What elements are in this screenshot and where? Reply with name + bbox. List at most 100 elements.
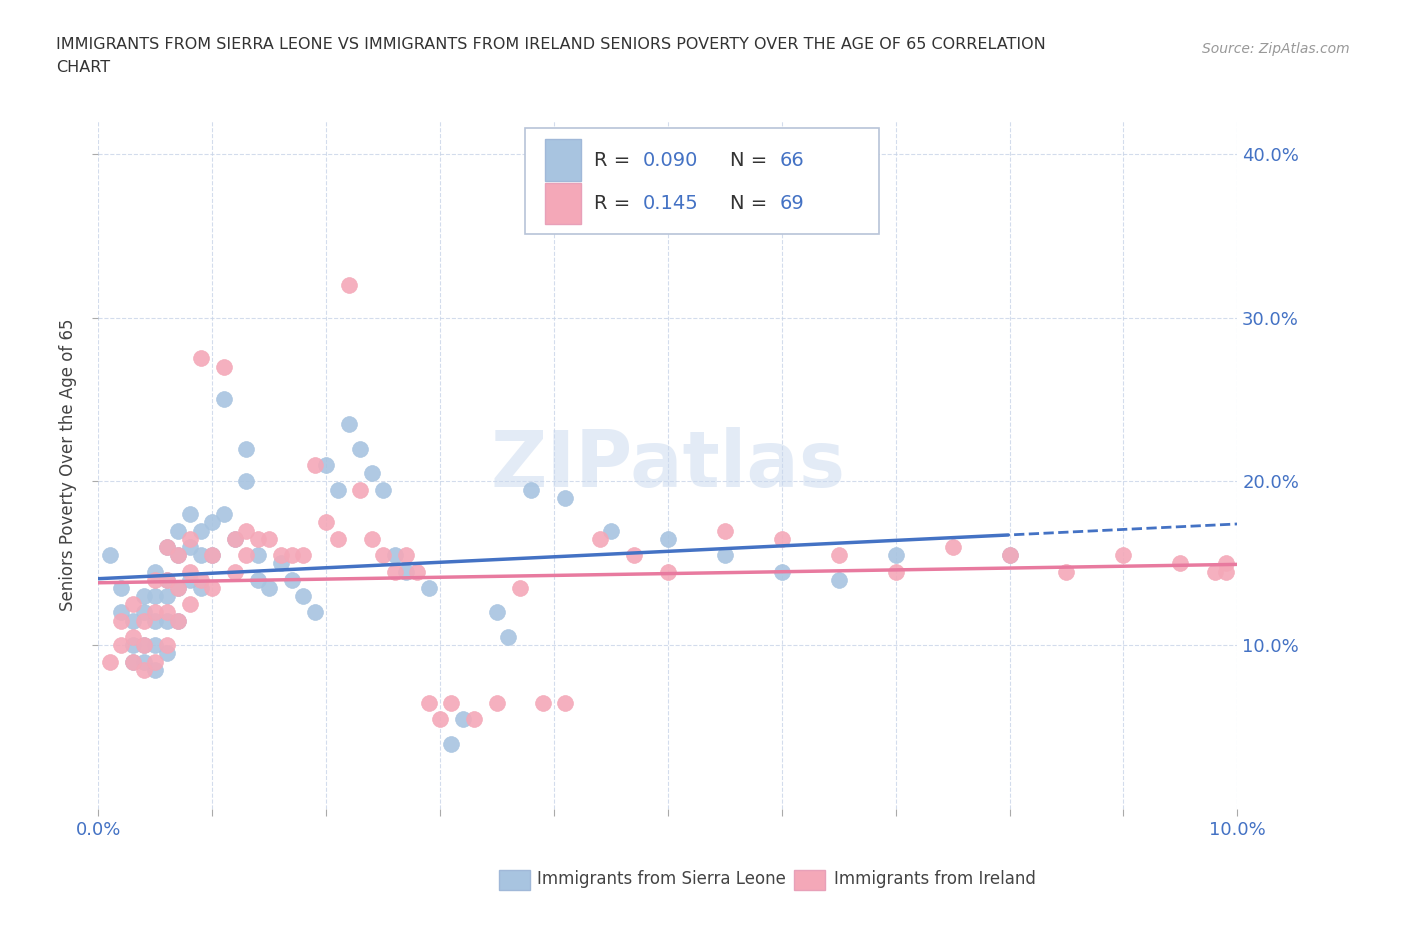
Point <box>110 638 132 653</box>
Point <box>884 565 907 579</box>
Point <box>121 613 143 628</box>
Point <box>224 531 246 546</box>
Point <box>463 711 485 726</box>
Point <box>315 515 337 530</box>
Point <box>509 580 531 595</box>
Point <box>132 638 155 653</box>
Point <box>498 630 520 644</box>
Point <box>281 572 304 587</box>
Point <box>167 548 190 563</box>
Point <box>531 695 554 710</box>
Point <box>110 613 132 628</box>
Point <box>190 548 212 563</box>
Point <box>998 548 1021 563</box>
Point <box>156 589 179 604</box>
Point <box>395 565 418 579</box>
Point <box>156 613 179 628</box>
Text: Immigrants from Ireland: Immigrants from Ireland <box>834 870 1036 888</box>
Point <box>179 539 201 554</box>
Point <box>190 572 212 587</box>
Point <box>167 580 190 595</box>
Point <box>145 654 167 669</box>
Point <box>281 548 304 563</box>
Point <box>884 548 907 563</box>
Point <box>145 605 167 620</box>
Point <box>132 662 155 677</box>
Point <box>360 531 382 546</box>
Point <box>145 589 167 604</box>
Point <box>110 580 132 595</box>
Point <box>1170 556 1192 571</box>
Text: IMMIGRANTS FROM SIERRA LEONE VS IMMIGRANTS FROM IRELAND SENIORS POVERTY OVER THE: IMMIGRANTS FROM SIERRA LEONE VS IMMIGRAN… <box>56 37 1046 52</box>
Text: 0.145: 0.145 <box>643 194 699 213</box>
Point <box>156 539 179 554</box>
Point <box>1056 565 1078 579</box>
Point <box>179 597 201 612</box>
Point <box>201 548 224 563</box>
Point <box>451 711 474 726</box>
Point <box>1215 556 1237 571</box>
Point <box>657 531 679 546</box>
Point <box>828 572 851 587</box>
Text: N =: N = <box>731 151 773 169</box>
Point <box>190 351 212 365</box>
Point <box>121 654 143 669</box>
Point <box>259 580 281 595</box>
Text: CHART: CHART <box>56 60 110 75</box>
Point <box>418 695 440 710</box>
Point <box>623 548 645 563</box>
Point <box>373 548 395 563</box>
Point <box>201 515 224 530</box>
Point <box>315 458 337 472</box>
Point <box>201 580 224 595</box>
Point <box>235 474 257 489</box>
Point <box>167 580 190 595</box>
Point <box>246 572 269 587</box>
Point <box>429 711 451 726</box>
Point <box>201 548 224 563</box>
Point <box>246 531 269 546</box>
Point <box>384 548 406 563</box>
Point <box>156 638 179 653</box>
Y-axis label: Seniors Poverty Over the Age of 65: Seniors Poverty Over the Age of 65 <box>59 319 77 611</box>
Point <box>714 548 737 563</box>
Point <box>406 565 429 579</box>
Point <box>337 417 360 432</box>
Point <box>235 441 257 456</box>
Text: N =: N = <box>731 194 773 213</box>
Point <box>292 589 315 604</box>
Point <box>132 638 155 653</box>
Point <box>304 605 326 620</box>
Point <box>132 654 155 669</box>
Point <box>145 613 167 628</box>
Text: R =: R = <box>593 151 637 169</box>
Point <box>486 605 509 620</box>
Point <box>588 531 610 546</box>
FancyBboxPatch shape <box>546 183 581 224</box>
Point <box>657 565 679 579</box>
Point <box>121 630 143 644</box>
Point <box>156 605 179 620</box>
Point <box>167 613 190 628</box>
Point <box>304 458 326 472</box>
Point <box>179 507 201 522</box>
Point <box>1112 548 1135 563</box>
Text: R =: R = <box>593 194 643 213</box>
Point <box>224 565 246 579</box>
Point <box>145 662 167 677</box>
Point <box>828 548 851 563</box>
Point <box>259 531 281 546</box>
Point <box>167 548 190 563</box>
Point <box>132 605 155 620</box>
Point <box>418 580 440 595</box>
Point <box>440 695 463 710</box>
Point <box>179 531 201 546</box>
Point <box>235 548 257 563</box>
Point <box>167 613 190 628</box>
Point <box>145 572 167 587</box>
Point <box>224 531 246 546</box>
Point <box>121 654 143 669</box>
Point <box>212 359 235 374</box>
Point <box>98 548 121 563</box>
Point <box>326 482 349 497</box>
